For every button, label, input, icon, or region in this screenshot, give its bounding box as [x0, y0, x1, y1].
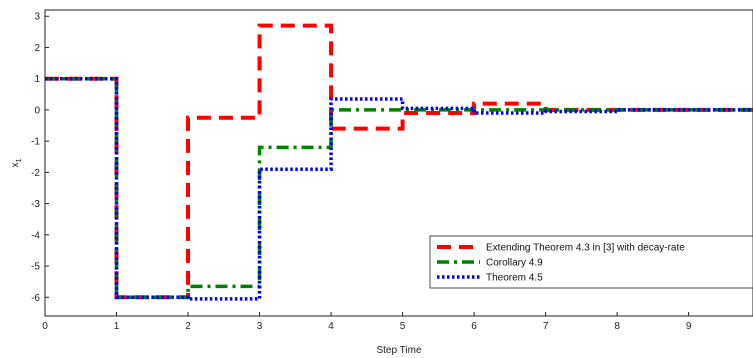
y-tick-label: -4	[31, 230, 40, 241]
plot-frame	[44, 9, 753, 317]
series-line-3	[45, 76, 753, 301]
x-tick-label: 6	[471, 321, 477, 332]
legend: Extending Theorem 4.3 in [3] with decay-…	[429, 235, 753, 289]
x-tick-label: 1	[114, 321, 120, 332]
x-tick-label: 2	[185, 321, 191, 332]
x-axis-label: Step Time	[376, 345, 421, 356]
legend-label: Corollary 4.9	[486, 258, 543, 269]
x-tick-label: 8	[614, 321, 620, 332]
x-axis-ticks: 0 1 2 3 4 5 6 7 8 9	[42, 312, 692, 332]
y-axis-label: x1	[10, 158, 23, 167]
legend-label: Extending Theorem 4.3 in [3] with decay-…	[486, 243, 685, 254]
legend-box	[429, 235, 753, 289]
y-tick-label: -1	[31, 137, 40, 148]
legend-items: Extending Theorem 4.3 in [3] with decay-…	[437, 243, 685, 284]
y-tick-label: -2	[31, 168, 40, 179]
y-axis-label-subscript: 1	[16, 158, 23, 162]
series-layer	[45, 23, 753, 301]
y-tick-label: 0	[34, 105, 40, 116]
y-tick-label: -5	[31, 262, 40, 273]
x-tick-label: 4	[328, 321, 334, 332]
y-tick-label: -3	[31, 199, 40, 210]
series-line-1	[45, 23, 753, 300]
x-tick-label: 5	[400, 321, 406, 332]
x-tick-label: 9	[686, 321, 692, 332]
x-tick-label: 3	[257, 321, 263, 332]
legend-label: Theorem 4.5	[486, 273, 543, 284]
y-tick-label: 3	[34, 12, 40, 23]
y-tick-label: 1	[34, 74, 40, 85]
series-line-2	[45, 76, 753, 300]
x-tick-label: 7	[543, 321, 549, 332]
y-axis-label-main: x	[10, 162, 21, 167]
x-tick-label: 0	[42, 321, 48, 332]
y-tick-label: -6	[31, 293, 40, 304]
y-axis-ticks: 3 2 1 0 -1 -2 -3 -4 -5 -6	[31, 12, 49, 304]
y-tick-label: 2	[34, 43, 40, 54]
